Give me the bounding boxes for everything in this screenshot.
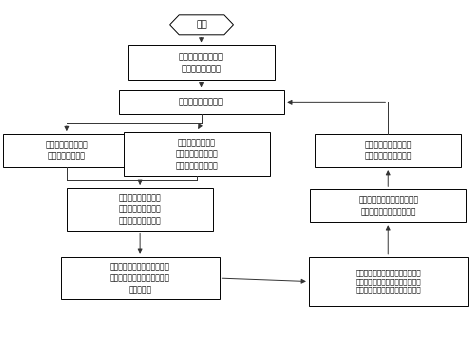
Bar	[310, 189, 466, 222]
Text: 整车控制器根据电机的相关特性、
电池相关特性及踏板状态等，初步
给定电机目标转矩、目标工作模式: 整车控制器根据电机的相关特性、 电池相关特性及踏板状态等，初步 给定电机目标转矩…	[356, 270, 421, 293]
Text: 整车控制器采集司机
踏板、档位等信息: 整车控制器采集司机 踏板、档位等信息	[46, 140, 88, 161]
Bar	[124, 131, 270, 176]
Text: 整车控制器根据当前的故障等
级对电机目标转矩进行限制: 整车控制器根据当前的故障等 级对电机目标转矩进行限制	[358, 195, 418, 216]
Text: 整车控制器根据各部件的状态
判断系统是否存在故障、并确
定故障等级: 整车控制器根据各部件的状态 判断系统是否存在故障、并确 定故障等级	[110, 262, 170, 294]
Polygon shape	[170, 15, 234, 35]
Bar	[315, 134, 462, 167]
Bar	[61, 257, 219, 300]
Bar	[3, 134, 131, 167]
Text: 进入整车控制主循环: 进入整车控制主循环	[179, 98, 224, 107]
Text: 整车控制器状态自检
及相关参数初始化: 整车控制器状态自检 及相关参数初始化	[179, 53, 224, 73]
Bar	[128, 45, 275, 80]
Bar	[119, 90, 284, 115]
Bar	[309, 257, 468, 306]
Text: 整车控制器根据采集
的相关信息，判断当
前车辆所处工作模式: 整车控制器根据采集 的相关信息，判断当 前车辆所处工作模式	[119, 193, 162, 225]
Text: 开始: 开始	[196, 20, 207, 29]
Text: 整车控制器输出电机目
标转矩及目标工作模式: 整车控制器输出电机目 标转矩及目标工作模式	[365, 140, 412, 161]
Text: 整车控制采集电机
控制器、电池管理、
辅助系统等相关信息: 整车控制采集电机 控制器、电池管理、 辅助系统等相关信息	[175, 138, 218, 170]
Bar	[67, 188, 213, 230]
